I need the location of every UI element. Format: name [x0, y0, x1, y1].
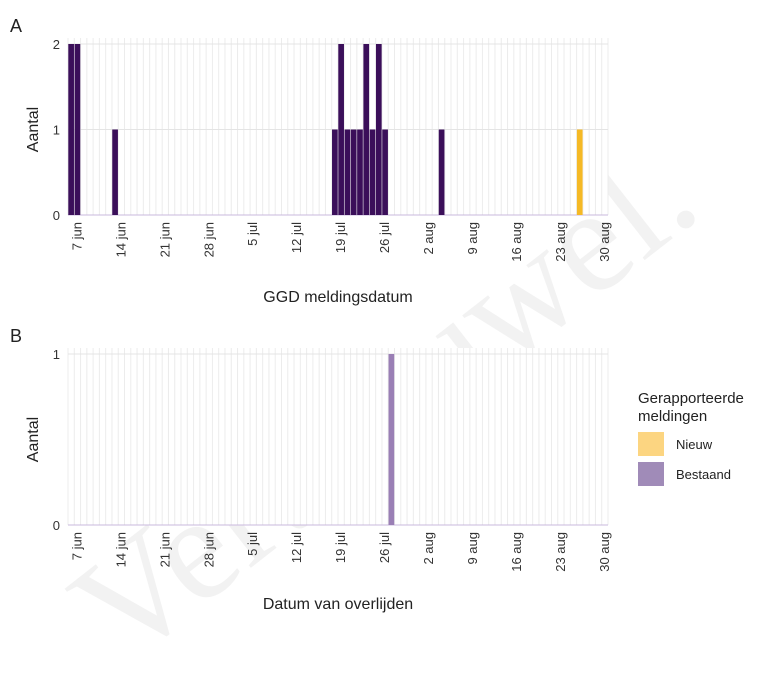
- bar: [332, 129, 338, 215]
- x-axis-label: Datum van overlijden: [263, 596, 413, 613]
- y-tick-label: 2: [53, 37, 60, 52]
- x-tick-label: 2 aug: [421, 222, 436, 255]
- x-tick-label: 16 aug: [509, 532, 524, 572]
- bar: [382, 129, 388, 215]
- bar: [375, 44, 382, 215]
- x-tick-label: 14 jun: [113, 532, 128, 567]
- x-tick-label: 16 aug: [509, 222, 524, 262]
- bar: [344, 129, 351, 215]
- legend-swatch-nieuw: [638, 432, 664, 456]
- legend-item-bestaand: Bestaand: [638, 462, 764, 486]
- bar: [68, 44, 74, 215]
- x-tick-label: 23 aug: [553, 222, 568, 262]
- x-tick-label: 26 jul: [377, 532, 392, 563]
- x-tick-label: 9 aug: [465, 532, 480, 565]
- x-tick-label: 30 aug: [597, 532, 612, 572]
- y-axis-label: Aantal: [25, 417, 42, 462]
- legend-label-bestaand: Bestaand: [676, 466, 731, 482]
- x-tick-label: 12 jul: [289, 222, 304, 253]
- x-axis-label: GGD meldingsdatum: [263, 289, 412, 306]
- x-tick-label: 7 jun: [69, 532, 84, 560]
- y-tick-label: 1: [53, 347, 60, 362]
- legend-item-nieuw: Nieuw: [638, 432, 764, 456]
- bar: [363, 44, 370, 215]
- x-tick-label: 19 jul: [333, 222, 348, 253]
- x-tick-label: 5 jul: [245, 532, 260, 556]
- x-tick-label: 5 jul: [245, 222, 260, 246]
- x-tick-label: 19 jul: [333, 532, 348, 563]
- x-tick-label: 14 jun: [113, 222, 128, 257]
- bar: [357, 129, 363, 215]
- x-tick-label: 28 jun: [201, 222, 216, 257]
- bar: [338, 44, 344, 215]
- x-tick-label: 26 jul: [377, 222, 392, 253]
- legend: Gerapporteerde meldingen Nieuw Bestaand: [638, 390, 764, 486]
- x-tick-label: 21 jun: [157, 532, 172, 567]
- y-tick-label: 0: [53, 518, 60, 533]
- y-tick-label: 0: [53, 208, 60, 223]
- bar: [576, 129, 583, 215]
- bar: [388, 354, 395, 525]
- legend-swatch-bestaand: [638, 462, 664, 486]
- legend-title: Gerapporteerde meldingen: [638, 390, 744, 425]
- y-tick-label: 1: [53, 123, 60, 138]
- panel-label-a: A: [10, 16, 23, 36]
- panel-label-b: B: [10, 326, 23, 346]
- legend-label-nieuw: Nieuw: [676, 436, 713, 452]
- x-tick-label: 21 jun: [157, 222, 172, 257]
- x-tick-label: 30 aug: [597, 222, 612, 262]
- bar: [74, 44, 81, 215]
- x-tick-label: 9 aug: [465, 222, 480, 255]
- bar: [369, 129, 376, 215]
- x-tick-label: 12 jul: [289, 532, 304, 563]
- x-tick-label: 7 jun: [69, 222, 84, 250]
- x-tick-label: 2 aug: [421, 532, 436, 565]
- bar: [350, 129, 357, 215]
- x-tick-label: 28 jun: [201, 532, 216, 567]
- bar: [438, 129, 445, 215]
- y-axis-label: Aantal: [25, 107, 42, 152]
- bar: [112, 129, 118, 215]
- x-tick-label: 23 aug: [553, 532, 568, 572]
